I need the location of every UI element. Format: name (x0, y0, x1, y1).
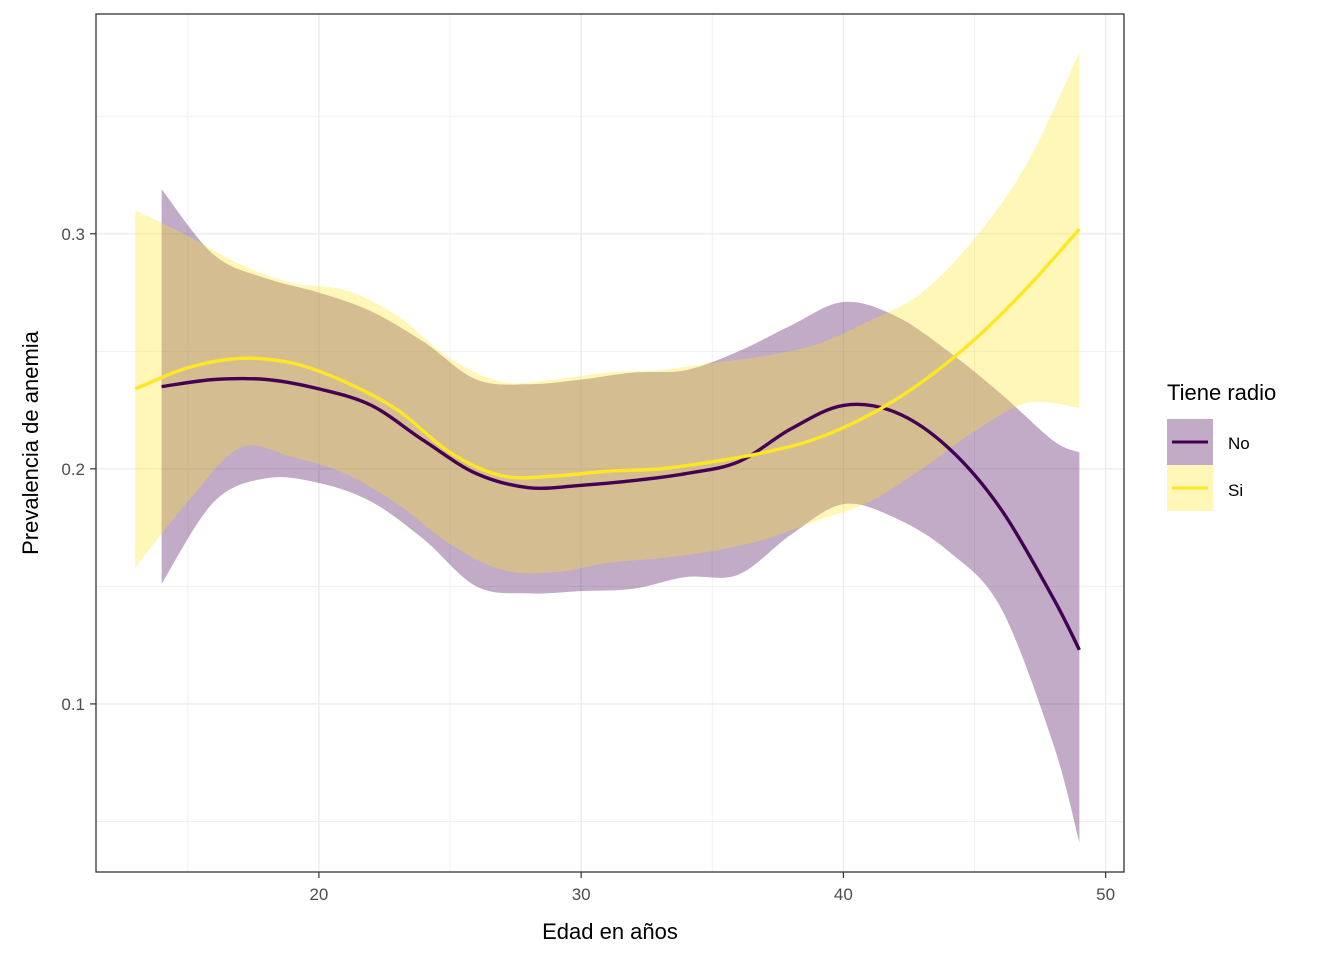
y-tick-label: 0.2 (61, 460, 85, 479)
plot-panel-border (95, 13, 1125, 873)
legend-entry-no: No (1167, 419, 1250, 465)
legend: Tiene radio No Si (1167, 380, 1276, 511)
minor-gridlines (96, 14, 1124, 872)
x-tick-label: 30 (572, 885, 591, 904)
confidence-bands (135, 52, 1080, 843)
confidence-band-no (161, 189, 1080, 843)
legend-entry-si: Si (1167, 465, 1243, 511)
x-tick-label: 40 (834, 885, 853, 904)
series-line-no (161, 376, 1081, 651)
legend-label-no: No (1228, 434, 1250, 453)
y-tick-label: 0.3 (61, 225, 85, 244)
plot-background (96, 14, 1124, 872)
smooth-lines (134, 227, 1081, 651)
legend-label-si: Si (1228, 481, 1243, 500)
x-axis-title: Edad en años (542, 919, 678, 944)
x-tick-label: 50 (1096, 885, 1115, 904)
y-axis-title: Prevalencia de anemia (18, 330, 43, 555)
y-axis: 0.1 0.2 0.3 (61, 225, 96, 714)
confidence-band-si (135, 52, 1080, 574)
y-tick-label: 0.1 (61, 695, 85, 714)
series-line-si (134, 227, 1081, 480)
legend-title: Tiene radio (1167, 380, 1276, 405)
x-axis: 20 30 40 50 (309, 872, 1115, 904)
major-gridlines (96, 14, 1124, 872)
x-tick-label: 20 (309, 885, 328, 904)
